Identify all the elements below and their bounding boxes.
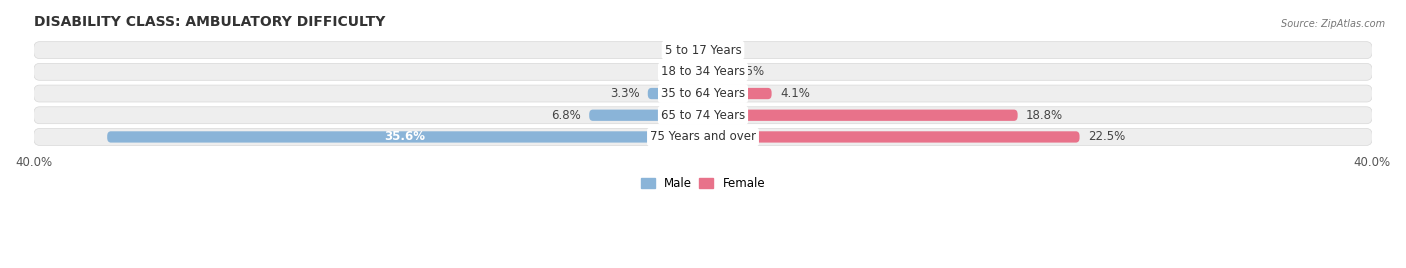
Text: 0.0%: 0.0% [665, 44, 695, 57]
FancyBboxPatch shape [34, 42, 1372, 59]
FancyBboxPatch shape [34, 107, 1372, 124]
Text: 6.8%: 6.8% [551, 109, 581, 122]
FancyBboxPatch shape [703, 131, 1080, 143]
Text: 0.0%: 0.0% [665, 65, 695, 78]
FancyBboxPatch shape [703, 66, 718, 77]
Text: 35.6%: 35.6% [385, 131, 426, 143]
Text: 75 Years and over: 75 Years and over [650, 131, 756, 143]
Text: 0.95%: 0.95% [727, 65, 765, 78]
Text: 0.0%: 0.0% [711, 44, 741, 57]
FancyBboxPatch shape [648, 88, 703, 99]
FancyBboxPatch shape [107, 131, 703, 143]
FancyBboxPatch shape [34, 85, 1372, 102]
Text: 22.5%: 22.5% [1088, 131, 1125, 143]
Text: 18.8%: 18.8% [1026, 109, 1063, 122]
Text: 35 to 64 Years: 35 to 64 Years [661, 87, 745, 100]
Text: 18 to 34 Years: 18 to 34 Years [661, 65, 745, 78]
FancyBboxPatch shape [34, 128, 1372, 146]
FancyBboxPatch shape [34, 63, 1372, 80]
Text: 5 to 17 Years: 5 to 17 Years [665, 44, 741, 57]
Text: Source: ZipAtlas.com: Source: ZipAtlas.com [1281, 19, 1385, 29]
Legend: Male, Female: Male, Female [636, 172, 770, 195]
FancyBboxPatch shape [703, 88, 772, 99]
FancyBboxPatch shape [589, 110, 703, 121]
Text: DISABILITY CLASS: AMBULATORY DIFFICULTY: DISABILITY CLASS: AMBULATORY DIFFICULTY [34, 15, 385, 29]
Text: 4.1%: 4.1% [780, 87, 810, 100]
Text: 65 to 74 Years: 65 to 74 Years [661, 109, 745, 122]
Text: 3.3%: 3.3% [610, 87, 640, 100]
FancyBboxPatch shape [703, 110, 1018, 121]
